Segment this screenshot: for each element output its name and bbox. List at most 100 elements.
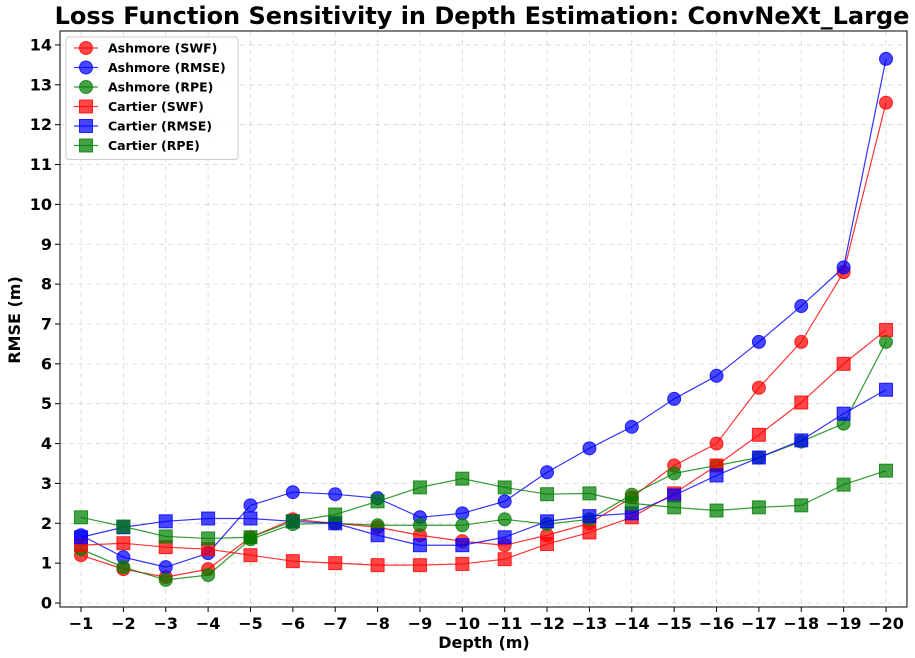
data-point xyxy=(243,511,258,526)
legend-label: Cartier (RMSE) xyxy=(108,119,212,134)
x-tick-label: −2 xyxy=(111,614,136,633)
data-point xyxy=(370,528,385,543)
data-point xyxy=(497,480,512,495)
data-point xyxy=(582,441,597,456)
data-point xyxy=(751,427,766,442)
x-tick-label: −14 xyxy=(614,614,650,633)
data-point xyxy=(667,391,682,406)
data-point xyxy=(328,487,343,502)
y-axis-label: RMSE (m) xyxy=(5,276,24,364)
data-point xyxy=(158,529,173,544)
y-tick-label: 14 xyxy=(30,35,52,54)
data-point xyxy=(116,519,131,534)
data-point xyxy=(412,558,427,573)
data-point xyxy=(879,382,893,397)
data-point xyxy=(794,433,809,448)
legend-item: Cartier (RMSE) xyxy=(74,119,212,134)
data-point xyxy=(879,334,893,349)
y-tick-label: 3 xyxy=(41,474,52,493)
y-tick-label: 12 xyxy=(30,115,52,134)
legend-marker xyxy=(79,41,93,55)
data-point xyxy=(328,556,343,571)
data-point xyxy=(667,466,682,481)
data-point xyxy=(285,485,300,500)
data-point xyxy=(455,538,470,553)
data-point xyxy=(879,322,893,337)
series-line xyxy=(80,102,887,578)
data-point xyxy=(794,334,809,349)
legend-item: Cartier (SWF) xyxy=(74,99,204,114)
data-point xyxy=(582,509,597,524)
x-tick-label: −3 xyxy=(153,614,178,633)
data-point xyxy=(879,463,893,478)
data-point xyxy=(667,500,682,515)
legend: Ashmore (SWF) Ashmore (RMSE) Ashmore (RPE)… xyxy=(65,36,239,160)
series-line xyxy=(80,389,887,546)
data-point xyxy=(455,518,470,533)
data-point xyxy=(74,530,88,545)
data-point xyxy=(455,471,470,486)
legend-marker xyxy=(79,60,93,75)
data-point xyxy=(836,356,851,371)
x-tick-label: −18 xyxy=(783,614,819,633)
x-tick-label: −12 xyxy=(529,614,565,633)
data-point xyxy=(328,507,343,522)
x-tick-label: −4 xyxy=(196,614,221,633)
data-point xyxy=(709,503,724,518)
x-tick-label: −10 xyxy=(444,614,480,633)
data-point xyxy=(370,558,385,573)
x-tick-label: −5 xyxy=(238,614,263,633)
y-tick-label: 4 xyxy=(41,434,52,453)
data-point xyxy=(158,514,173,529)
x-tick-label: −9 xyxy=(408,614,433,633)
x-axis-label: Depth (m) xyxy=(438,633,530,652)
data-point xyxy=(540,537,555,552)
data-point xyxy=(455,506,470,521)
y-tick-label: 1 xyxy=(41,554,52,573)
data-point xyxy=(497,552,512,567)
y-tick-label: 13 xyxy=(30,75,52,94)
data-point xyxy=(285,514,300,529)
data-point xyxy=(751,334,766,349)
data-point xyxy=(582,525,597,540)
data-point xyxy=(794,498,809,513)
plot-frame xyxy=(59,30,908,608)
y-tick-label: 8 xyxy=(41,275,52,294)
data-point xyxy=(624,419,639,434)
x-tick-label: −15 xyxy=(656,614,692,633)
data-point xyxy=(836,260,851,275)
y-tick-label: 10 xyxy=(30,195,52,214)
series-line xyxy=(80,329,887,566)
y-tick-label: 6 xyxy=(41,354,52,373)
x-tick-label: −13 xyxy=(572,614,608,633)
data-point xyxy=(243,530,258,545)
data-point xyxy=(158,560,173,575)
y-tick-label: 7 xyxy=(41,314,52,333)
data-point xyxy=(751,450,766,465)
data-point xyxy=(497,530,512,545)
data-point xyxy=(201,511,216,526)
y-tick-label: 2 xyxy=(41,514,52,533)
data-point xyxy=(667,488,682,503)
data-point xyxy=(201,531,216,546)
data-point xyxy=(116,560,131,575)
y-tick-label: 5 xyxy=(41,394,52,413)
data-point xyxy=(497,512,512,527)
data-point xyxy=(879,95,893,110)
legend-marker xyxy=(79,99,93,114)
data-point xyxy=(709,436,724,451)
data-point xyxy=(836,477,851,492)
legend-label: Ashmore (SWF) xyxy=(108,41,217,56)
data-point xyxy=(243,498,258,513)
x-tick-label: −17 xyxy=(741,614,777,633)
series-line xyxy=(80,470,887,540)
legend-label: Ashmore (RMSE) xyxy=(108,60,226,75)
x-tick-label: −16 xyxy=(699,614,735,633)
data-point xyxy=(836,406,851,421)
data-point xyxy=(243,548,258,563)
series-3 xyxy=(74,322,893,573)
legend-box xyxy=(65,36,239,160)
data-point xyxy=(540,465,555,480)
x-tick-label: −6 xyxy=(281,614,306,633)
data-point xyxy=(412,538,427,553)
